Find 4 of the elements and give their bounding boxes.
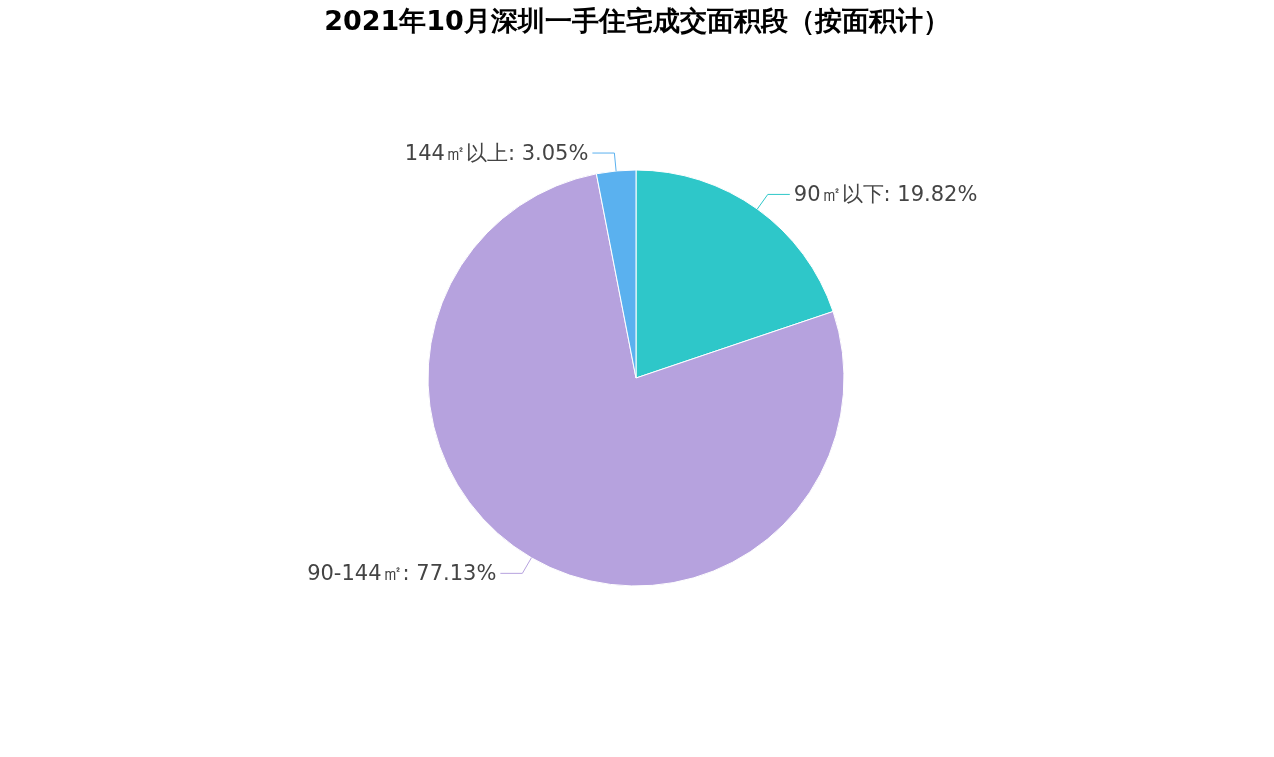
chart-title: 2021年10月深圳一手住宅成交面积段（按面积计） (324, 5, 950, 36)
slice-label: 90-144㎡: 77.13% (307, 561, 497, 586)
slice-label: 90㎡以下: 19.82% (793, 182, 978, 207)
slice-label: 144㎡以上: 3.05% (404, 141, 589, 166)
